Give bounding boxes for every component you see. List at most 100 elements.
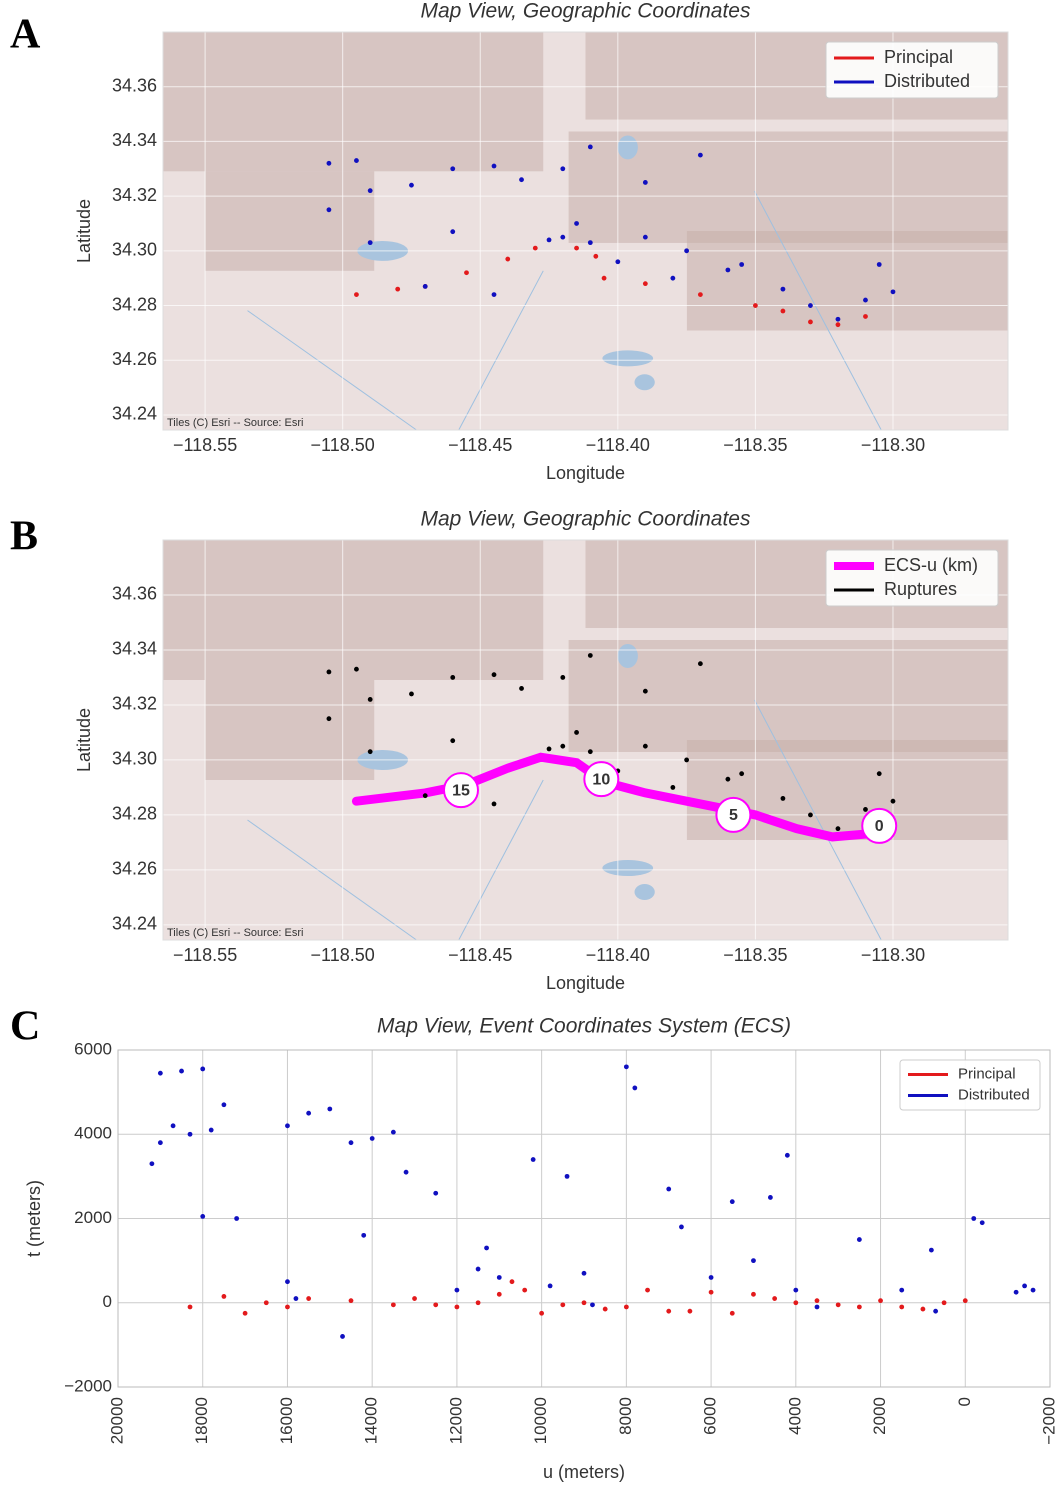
data-point: [709, 1290, 714, 1295]
data-point: [877, 771, 882, 776]
y-tick-label: 34.30: [112, 240, 157, 260]
y-tick-label: 6000: [74, 1039, 112, 1058]
data-point: [476, 1267, 481, 1272]
page: A B C −118.55−118.50−118.45−118.40−118.3…: [0, 0, 1060, 1490]
data-point: [857, 1237, 862, 1242]
data-point: [412, 1296, 417, 1301]
data-point: [450, 166, 455, 171]
data-point: [222, 1294, 227, 1299]
data-point: [492, 164, 497, 169]
x-tick-label: −118.30: [861, 435, 925, 455]
data-point: [615, 259, 620, 264]
data-point: [354, 667, 359, 672]
data-point: [450, 738, 455, 743]
y-tick-label: 34.26: [112, 859, 157, 879]
data-point: [354, 292, 359, 297]
y-tick-label: −2000: [64, 1376, 112, 1395]
data-point: [836, 1302, 841, 1307]
y-tick-label: 34.36: [112, 75, 157, 95]
data-point: [632, 1086, 637, 1091]
data-point: [450, 229, 455, 234]
hillshade: [205, 171, 374, 270]
data-point: [404, 1170, 409, 1175]
data-point: [753, 303, 758, 308]
lake: [635, 884, 655, 900]
hillshade: [205, 680, 374, 780]
data-point: [781, 796, 786, 801]
y-tick-label: 34.32: [112, 185, 157, 205]
data-point: [539, 1311, 544, 1316]
x-tick-label: 12000: [446, 1397, 465, 1444]
x-tick-label: 14000: [362, 1397, 381, 1444]
data-point: [785, 1153, 790, 1158]
data-point: [531, 1157, 536, 1162]
data-point: [222, 1102, 227, 1107]
data-point: [980, 1220, 985, 1225]
data-point: [891, 799, 896, 804]
data-point: [547, 747, 552, 752]
y-axis-label: t (meters): [24, 1180, 44, 1257]
x-tick-label: −118.50: [311, 945, 375, 965]
y-tick-label: 2000: [74, 1208, 112, 1227]
data-point: [327, 207, 332, 212]
ecs-marker-label: 15: [452, 782, 470, 799]
data-point: [643, 180, 648, 185]
data-point: [781, 287, 786, 292]
data-point: [450, 675, 455, 680]
x-tick-label: −2000: [1039, 1397, 1058, 1445]
data-point: [492, 292, 497, 297]
data-point: [327, 716, 332, 721]
data-point: [368, 240, 373, 245]
data-point: [327, 1107, 332, 1112]
data-point: [877, 262, 882, 267]
data-point: [560, 1302, 565, 1307]
data-point: [209, 1128, 214, 1133]
data-point: [285, 1279, 290, 1284]
data-point: [510, 1279, 515, 1284]
data-point: [863, 298, 868, 303]
x-axis-label: Longitude: [546, 463, 625, 483]
x-tick-label: 8000: [616, 1397, 635, 1435]
data-point: [725, 268, 730, 273]
figure: A B C −118.55−118.50−118.45−118.40−118.3…: [0, 0, 1060, 1485]
data-point: [455, 1305, 460, 1310]
data-point: [624, 1064, 629, 1069]
data-point: [560, 235, 565, 240]
data-point: [751, 1258, 756, 1263]
ecs-marker-label: 0: [875, 818, 884, 835]
hillshade: [163, 32, 543, 171]
x-axis-label: Longitude: [546, 973, 625, 993]
data-point: [547, 237, 552, 242]
data-point: [1014, 1290, 1019, 1295]
data-point: [548, 1284, 553, 1289]
x-tick-label: 0: [955, 1397, 974, 1406]
data-point: [921, 1307, 926, 1312]
data-point: [808, 813, 813, 818]
y-tick-label: 34.26: [112, 349, 157, 369]
data-point: [878, 1298, 883, 1303]
data-point: [497, 1292, 502, 1297]
data-point: [455, 1288, 460, 1293]
y-tick-label: 34.34: [112, 639, 157, 659]
data-point: [433, 1191, 438, 1196]
data-point: [188, 1305, 193, 1310]
data-point: [666, 1187, 671, 1192]
lake: [618, 135, 638, 159]
data-point: [836, 826, 841, 831]
data-point: [751, 1292, 756, 1297]
x-tick-label: 10000: [531, 1397, 550, 1444]
lake: [602, 860, 653, 876]
data-point: [857, 1305, 862, 1310]
data-point: [200, 1214, 205, 1219]
data-point: [863, 314, 868, 319]
data-point: [1031, 1288, 1036, 1293]
data-point: [522, 1288, 527, 1293]
data-point: [688, 1309, 693, 1314]
data-point: [863, 807, 868, 812]
data-point: [464, 270, 469, 275]
data-point: [560, 744, 565, 749]
x-tick-label: −118.45: [448, 945, 512, 965]
data-point: [158, 1071, 163, 1076]
x-tick-label: −118.30: [861, 945, 925, 965]
data-point: [285, 1305, 290, 1310]
